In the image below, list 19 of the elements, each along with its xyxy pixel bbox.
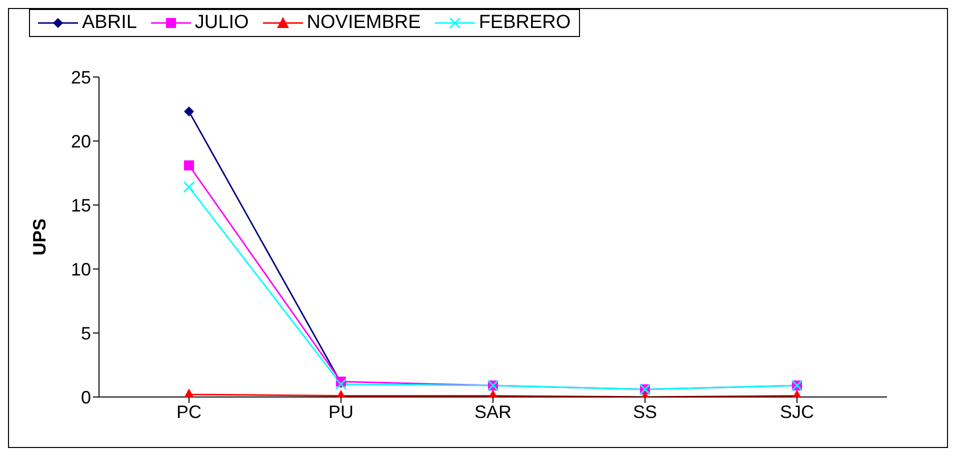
- y-tick-label: 25: [70, 67, 91, 88]
- x-tick-label: SAR: [474, 402, 512, 422]
- y-tick-label: 0: [80, 387, 91, 408]
- y-tick-label: 10: [70, 259, 91, 280]
- legend-label: JULIO: [194, 12, 249, 34]
- point: [184, 106, 194, 117]
- point: [183, 181, 195, 193]
- y-axis-title: UPS: [29, 218, 50, 256]
- x-tick-label: SJC: [780, 402, 814, 422]
- point: [184, 160, 194, 170]
- x-tick-label: PU: [328, 402, 354, 422]
- legend-label: NOVIEMBRE: [306, 12, 421, 34]
- x-tick-label: PC: [176, 402, 202, 422]
- y-tick-label: 15: [70, 195, 91, 216]
- x-tick-label: SS: [632, 402, 658, 422]
- legend-label: ABRIL: [81, 12, 137, 34]
- y-tick-label: 5: [80, 323, 91, 344]
- legend-label: FEBRERO: [478, 12, 571, 34]
- y-tick-label: 20: [70, 131, 91, 152]
